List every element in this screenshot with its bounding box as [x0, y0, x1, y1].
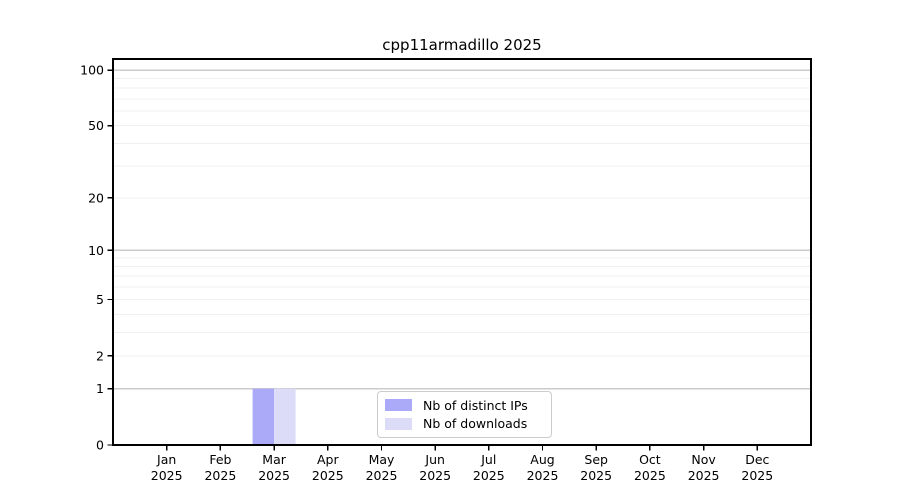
- legend-item-downloads: Nb of downloads: [385, 416, 545, 431]
- x-tick-label-year: 2025: [419, 468, 451, 483]
- x-tick-label-month: May: [369, 452, 395, 467]
- y-tick-label: 1: [96, 381, 104, 396]
- legend-item-distinct-ips: Nb of distinct IPs: [385, 398, 545, 413]
- x-tick-label-year: 2025: [634, 468, 666, 483]
- y-tick-label: 20: [88, 190, 104, 205]
- x-tick-label-month: Oct: [639, 452, 661, 467]
- legend-swatch-downloads: [385, 417, 412, 430]
- legend-label-distinct-ips: Nb of distinct IPs: [423, 397, 528, 413]
- x-tick-label-year: 2025: [258, 468, 290, 483]
- x-tick-label-month: Aug: [530, 452, 554, 467]
- x-tick-label-year: 2025: [366, 468, 398, 483]
- y-tick-label: 50: [88, 118, 104, 133]
- chart-title: cpp11armadillo 2025: [382, 36, 542, 54]
- x-tick-label-month: Nov: [691, 452, 716, 467]
- x-tick-label-year: 2025: [473, 468, 505, 483]
- legend-swatch-distinct-ips: [385, 399, 412, 412]
- x-tick-label-year: 2025: [580, 468, 612, 483]
- plot-frame: [112, 58, 812, 446]
- x-tick-label-year: 2025: [527, 468, 559, 483]
- y-tick-label: 0: [96, 438, 104, 453]
- y-tick-label: 5: [96, 292, 104, 307]
- x-tick-label-year: 2025: [204, 468, 236, 483]
- x-tick-label-year: 2025: [151, 468, 183, 483]
- y-tick-label: 100: [80, 63, 104, 78]
- x-tick-label-year: 2025: [688, 468, 720, 483]
- x-tick-label-month: Jan: [156, 452, 176, 467]
- x-tick-label-month: Sep: [584, 452, 608, 467]
- x-tick-label-month: Jul: [480, 452, 496, 467]
- x-tick-label-month: Feb: [209, 452, 231, 467]
- x-tick-label-month: Mar: [262, 452, 286, 467]
- x-tick-label-month: Dec: [745, 452, 769, 467]
- y-tick-label: 10: [88, 243, 104, 258]
- x-tick-label-year: 2025: [312, 468, 344, 483]
- legend: Nb of distinct IPs Nb of downloads: [377, 391, 552, 438]
- x-tick-label-year: 2025: [741, 468, 773, 483]
- bar-downloads: [274, 388, 296, 445]
- y-tick-label: 2: [96, 348, 104, 363]
- legend-label-downloads: Nb of downloads: [423, 416, 528, 432]
- x-tick-label-month: Jun: [424, 452, 445, 467]
- bar-distinct-ips: [252, 388, 275, 445]
- x-tick-label-month: Apr: [317, 452, 339, 467]
